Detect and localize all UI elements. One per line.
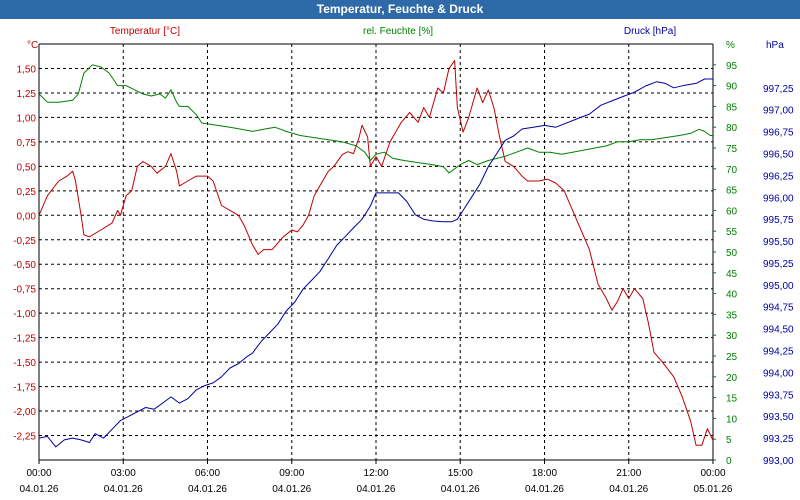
temp-tick-label: 1,25 [17, 89, 37, 100]
pressure-tick-label: 995,00 [763, 281, 794, 292]
temp-unit-label: °C [27, 40, 38, 51]
humidity-tick-label: 80 [726, 123, 738, 134]
temp-tick-label: -1,75 [13, 383, 36, 394]
humidity-tick-label: 55 [726, 227, 738, 238]
temp-tick-label: -0,75 [13, 285, 36, 296]
x-tick-date-label: 05.01.26 [694, 484, 733, 495]
humidity-tick-label: 75 [726, 144, 738, 155]
x-tick-time-label: 09:00 [279, 468, 304, 479]
temp-tick-label: -1,50 [13, 358, 36, 369]
pressure-tick-label: 993,75 [763, 390, 794, 401]
temp-tick-label: -0,25 [13, 236, 36, 247]
x-tick-date-label: 04.01.26 [525, 484, 564, 495]
humidity-tick-label: 45 [726, 269, 738, 280]
pressure-tick-label: 994,00 [763, 368, 794, 379]
humidity-unit-label: % [726, 40, 735, 51]
humidity-tick-label: 70 [726, 165, 738, 176]
pressure-tick-label: 996,50 [763, 149, 794, 160]
humidity-tick-label: 40 [726, 290, 738, 301]
pressure-tick-label: 995,50 [763, 237, 794, 248]
x-tick-date-label: 04.01.26 [272, 484, 311, 495]
pressure-tick-label: 994,75 [763, 303, 794, 314]
humidity-tick-label: 85 [726, 102, 738, 113]
humidity-tick-label: 50 [726, 248, 738, 259]
pressure-unit-label: hPa [766, 40, 784, 51]
pressure-tick-label: 997,25 [763, 84, 794, 95]
axis-labels: 00:00 04.01.26 03:00 04.01.26 06:00 04.01.26 0… [13, 26, 794, 495]
pressure-tick-label: 995,25 [763, 259, 794, 270]
pressure-tick-label: 997,00 [763, 106, 794, 117]
humidity-line [38, 64, 713, 174]
x-tick-time-label: 15:00 [448, 468, 473, 479]
humidity-tick-label: 20 [726, 373, 738, 384]
grid-lines [39, 44, 713, 460]
humidity-tick-label: 0 [726, 456, 732, 467]
plot-area [39, 44, 713, 460]
humidity-tick-label: 35 [726, 310, 738, 321]
temp-tick-label: 1,00 [17, 113, 37, 124]
x-tick-time-label: 03:00 [111, 468, 136, 479]
x-tick-time-label: 00:00 [700, 468, 725, 479]
x-tick-time-label: 06:00 [195, 468, 220, 479]
x-tick-date-label: 04.01.26 [20, 484, 59, 495]
temp-tick-label: 0,50 [17, 162, 37, 173]
chart-title-bar: Temperatur, Feuchte & Druck [0, 0, 800, 19]
humidity-tick-label: 65 [726, 186, 738, 197]
x-tick-time-label: 18:00 [532, 468, 557, 479]
humidity-tick-label: 10 [726, 414, 738, 425]
humidity-tick-label: 5 [726, 435, 732, 446]
x-tick-time-label: 21:00 [616, 468, 641, 479]
humidity-tick-label: 95 [726, 61, 738, 72]
x-tick-date-label: 04.01.26 [104, 484, 143, 495]
temp-series-label: Temperatur [°C] [110, 26, 180, 37]
x-tick-date-label: 04.01.26 [188, 484, 227, 495]
pressure-tick-label: 994,50 [763, 325, 794, 336]
x-tick-time-label: 00:00 [26, 468, 51, 479]
axes [38, 43, 716, 464]
temp-tick-label: -1,00 [13, 309, 36, 320]
x-tick-time-label: 12:00 [363, 468, 388, 479]
humidity-tick-label: 25 [726, 352, 738, 363]
x-tick-date-label: 04.01.26 [357, 484, 396, 495]
x-tick-date-label: 04.01.26 [609, 484, 648, 495]
series-lines [38, 60, 714, 448]
temp-tick-label: 0,25 [17, 187, 37, 198]
chart-title: Temperatur, Feuchte & Druck [316, 2, 484, 16]
temp-tick-label: -2,25 [13, 432, 36, 443]
humidity-tick-label: 30 [726, 331, 738, 342]
humidity-tick-label: 60 [726, 206, 738, 217]
pressure-series-label: Druck [hPa] [624, 26, 676, 37]
pressure-tick-label: 995,75 [763, 215, 794, 226]
pressure-tick-label: 996,00 [763, 193, 794, 204]
pressure-tick-label: 994,25 [763, 347, 794, 358]
temp-tick-label: 1,50 [17, 64, 37, 75]
x-tick-date-label: 04.01.26 [441, 484, 480, 495]
pressure-tick-label: 996,25 [763, 171, 794, 182]
temp-tick-label: 0,00 [17, 211, 37, 222]
pressure-tick-label: 993,00 [763, 456, 794, 467]
pressure-tick-label: 996,75 [763, 128, 794, 139]
temperature-line [38, 60, 714, 446]
humidity-series-label: rel. Feuchte [%] [363, 26, 433, 37]
temp-tick-label: -2,00 [13, 407, 36, 418]
humidity-tick-label: 15 [726, 394, 738, 405]
humidity-tick-label: 90 [726, 82, 738, 93]
pressure-tick-label: 993,50 [763, 412, 794, 423]
temp-tick-label: -1,25 [13, 334, 36, 345]
temp-tick-label: 0,75 [17, 138, 37, 149]
temp-tick-label: -0,50 [13, 260, 36, 271]
pressure-tick-label: 993,25 [763, 434, 794, 445]
chart: 00:00 04.01.26 03:00 04.01.26 06:00 04.01.26 0… [13, 26, 794, 495]
pressure-line [38, 78, 713, 448]
